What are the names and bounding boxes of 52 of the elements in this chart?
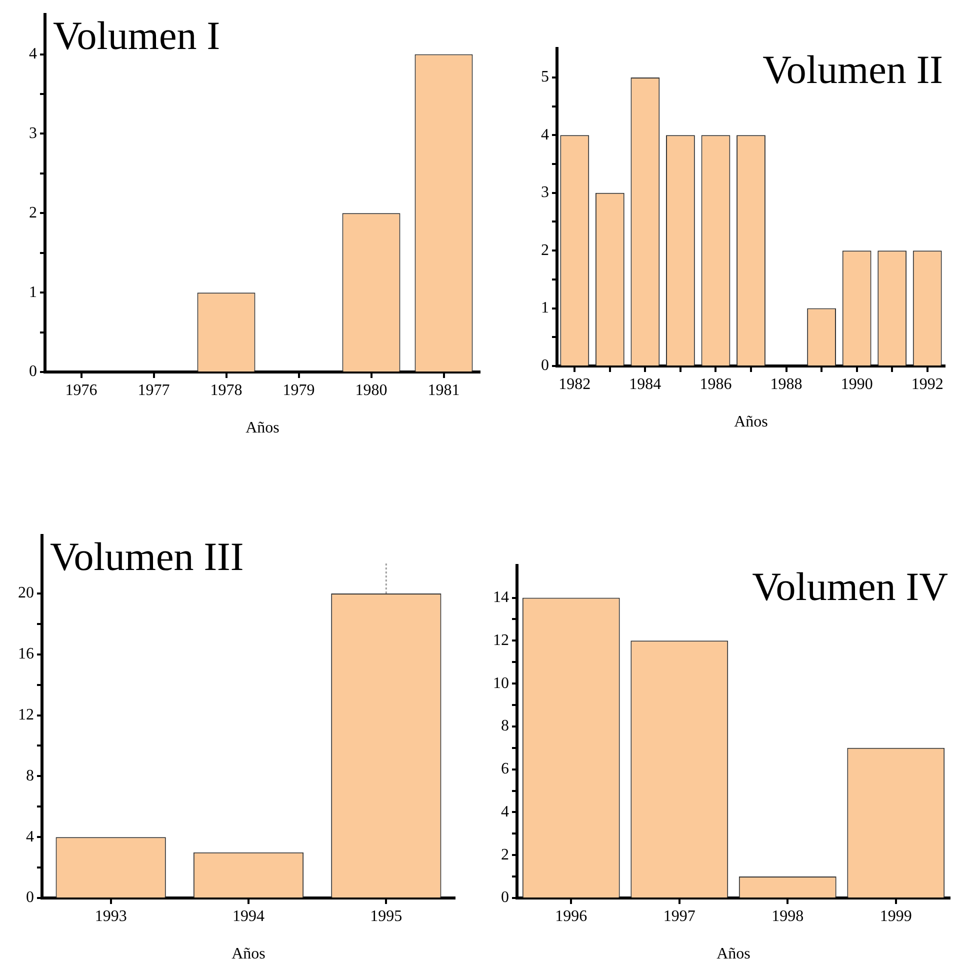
- x-tick-label: 1996: [555, 908, 588, 925]
- x-tick-label: 1982: [558, 376, 591, 393]
- y-tick-label: 1: [29, 284, 37, 301]
- chart-title: Volumen IV: [752, 564, 948, 610]
- y-tick-label: 3: [29, 124, 37, 142]
- y-tick-label: 4: [29, 46, 37, 63]
- y-tick-label: 5: [541, 68, 549, 86]
- y-tick-label: 2: [501, 846, 509, 864]
- chart-title: Volumen II: [762, 47, 943, 92]
- x-tick-label: 1986: [700, 376, 732, 393]
- x-axis-title: Años: [232, 946, 266, 963]
- x-tick-label: 1988: [770, 376, 802, 393]
- y-tick-label: 2: [29, 204, 37, 222]
- x-tick-label: 1994: [232, 908, 264, 925]
- y-tick-label: 2: [541, 242, 549, 259]
- x-axis-title: Años: [734, 414, 768, 431]
- y-tick-label: 0: [501, 889, 509, 906]
- y-tick-label: 4: [541, 126, 549, 144]
- y-tick-label: 4: [501, 803, 509, 820]
- y-tick-label: 16: [18, 646, 34, 663]
- x-tick-label: 1977: [138, 382, 170, 399]
- x-tick-label: 1978: [210, 382, 242, 399]
- x-tick-label: 1981: [428, 382, 460, 399]
- y-tick-label: 14: [493, 588, 509, 606]
- y-tick-label: 20: [18, 584, 34, 602]
- x-axis-title: Años: [246, 420, 280, 437]
- x-tick-label: 1976: [65, 382, 98, 399]
- y-tick-label: 10: [493, 674, 509, 692]
- x-tick-label: 1979: [282, 382, 315, 399]
- y-tick-label: 12: [493, 632, 509, 649]
- y-tick-label: 12: [18, 706, 34, 724]
- x-tick-label: 1995: [370, 908, 402, 925]
- x-tick-label: 1999: [880, 908, 912, 925]
- y-tick-label: 0: [29, 363, 37, 380]
- chart-title: Volumen I: [53, 13, 220, 58]
- y-tick-label: 3: [541, 184, 549, 202]
- y-tick-label: 0: [26, 889, 34, 906]
- x-tick-label: 1997: [663, 908, 696, 925]
- y-tick-label: 4: [26, 828, 34, 846]
- y-tick-label: 8: [26, 767, 34, 784]
- x-tick-label: 1993: [94, 908, 127, 925]
- y-tick-label: 6: [501, 760, 509, 778]
- y-tick-label: 1: [541, 299, 549, 316]
- chart-title: Volumen III: [50, 534, 244, 580]
- x-tick-label: 1980: [355, 382, 388, 399]
- y-tick-label: 0: [541, 357, 549, 374]
- x-tick-label: 1984: [629, 376, 662, 393]
- y-tick-label: 8: [501, 718, 509, 735]
- x-tick-label: 1992: [911, 376, 944, 393]
- x-axis-title: Años: [716, 946, 750, 963]
- x-tick-label: 1998: [772, 908, 804, 925]
- x-tick-label: 1990: [840, 376, 873, 393]
